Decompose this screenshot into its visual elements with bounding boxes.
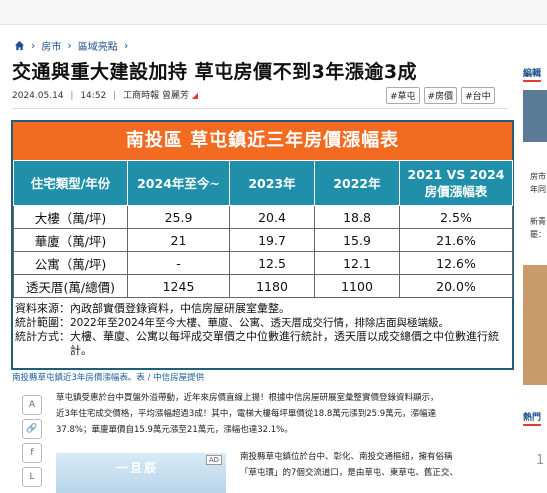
table-header-row: 住宅類型/年份 2024年至今~ 2023年 2022年 2021 VS 202… xyxy=(13,160,513,206)
note-item: 資料來源： 內政部實價登錄資料，中信房屋研展室彙整。 xyxy=(15,302,290,315)
table-cell: 1100 xyxy=(314,274,400,298)
price-table: 住宅類型/年份 2024年至今~ 2023年 2022年 2021 VS 202… xyxy=(13,160,513,298)
home-icon[interactable] xyxy=(14,40,25,51)
infographic-notes: 資料來源： 內政部實價登錄資料，中信房屋研展室彙整。 統計範圍： 2022年至202… xyxy=(13,302,512,358)
table-cell: 20.4 xyxy=(229,205,315,229)
page-title: 交通與重大建設加持 草屯房價不到3年漲逾3成 xyxy=(12,61,418,83)
table-cell: 大樓（萬/坪) xyxy=(13,205,128,229)
article-paragraph: 草屯鎮受惠於台中買盤外溢帶動，近年來房價直線上揚！根據中信房屋研展室彙整實價登錄… xyxy=(56,393,439,435)
infographic-title: 南投區 草屯鎮近三年房價漲幅表 xyxy=(13,122,512,160)
header-cell: 2023年 xyxy=(229,160,315,206)
facebook-icon[interactable]: f xyxy=(22,443,42,463)
table-cell: 21.6% xyxy=(399,228,513,252)
sidebar-ad-image[interactable] xyxy=(523,265,547,385)
sidebar-item[interactable]: 新青 罷： xyxy=(530,217,546,239)
tag-caotun[interactable]: #草屯 xyxy=(386,87,420,104)
header-cell: 2022年 xyxy=(314,160,400,206)
advertisement[interactable]: AD 一旦辰 xyxy=(56,453,226,493)
article-date: 2024.05.14 xyxy=(12,91,64,101)
table-cell: 公寓（萬/坪) xyxy=(13,251,128,275)
site-header-bar xyxy=(0,0,547,25)
sidebar-thumbnail[interactable] xyxy=(523,90,547,142)
table-row: 大樓（萬/坪) 25.9 20.4 18.8 2.5% xyxy=(13,205,513,229)
table-cell: 12.5 xyxy=(229,251,315,275)
article-paragraph-2: 南投縣草屯鎮位於台中、彰化、南投交通樞紐，擁有俗稱 「草屯環」的7個交流道口，是… xyxy=(240,452,458,478)
ad-label: AD xyxy=(205,455,222,465)
breadcrumb-item-house[interactable]: 房市 xyxy=(41,42,62,53)
table-cell: 12.6% xyxy=(399,251,513,275)
article-source[interactable]: 工商時報 xyxy=(123,91,160,101)
table-cell: 21 xyxy=(127,228,230,252)
header-cell: 住宅類型/年份 xyxy=(13,160,128,206)
chevron-right-icon: › xyxy=(31,39,36,52)
ad-logo: 一旦辰 xyxy=(116,461,159,475)
line-icon[interactable]: L xyxy=(22,467,42,487)
note-item: 統計方式： 大樓、華廈、公寓以每坪成交單價之中位數進行統計，透天厝以成交總價之中位… xyxy=(15,330,499,357)
table-row: 透天厝(萬/總價) 1245 1180 1100 20.0% xyxy=(13,274,513,298)
table-cell: 25.9 xyxy=(127,205,230,229)
sidebar-rank-number: 1 xyxy=(536,453,545,468)
article-author[interactable]: 曾麗芳 xyxy=(161,91,189,101)
table-cell: 15.9 xyxy=(314,228,400,252)
sidebar-heading-popular: 熱門 xyxy=(523,410,542,426)
header-cell: 2024年至今~ xyxy=(127,160,230,206)
table-cell: 1180 xyxy=(229,274,315,298)
table-cell: 19.7 xyxy=(229,228,315,252)
font-size-icon[interactable]: A xyxy=(22,395,42,415)
divider xyxy=(12,108,509,109)
chevron-right-icon: › xyxy=(67,39,72,52)
article-meta: 2024.05.14 | 14:52 | 工商時報 曾麗芳 ◢ xyxy=(12,91,198,101)
table-cell: 2.5% xyxy=(399,205,513,229)
table-cell: 20.0% xyxy=(399,274,513,298)
chevron-right-icon: › xyxy=(123,39,129,52)
table-cell: 18.8 xyxy=(314,205,400,229)
table-cell: - xyxy=(127,251,230,275)
sidebar-item[interactable]: 房市 年同 xyxy=(530,172,546,194)
breadcrumb: › 房市 › 區域亮點 › xyxy=(14,38,128,53)
tag-housing-price[interactable]: #房價 xyxy=(423,87,458,104)
note-item: 統計範圍： 2022年至2024年至今大樓、華廈、公寓、透天厝成交行情，排除店面與… xyxy=(15,316,449,329)
table-cell: 1245 xyxy=(127,274,230,298)
table-cell: 透天厝(萬/總價) xyxy=(13,274,128,298)
table-row: 華廈（萬/坪) 21 19.7 15.9 21.6% xyxy=(13,228,513,252)
link-icon[interactable]: 🔗 xyxy=(22,419,42,439)
image-caption: 南投縣草屯鎮近3年房價漲幅表。表 / 中信房屋提供 xyxy=(12,373,205,383)
table-cell: 12.1 xyxy=(314,251,400,275)
table-cell: 華廈（萬/坪) xyxy=(13,228,128,252)
tag-taichung[interactable]: #台中 xyxy=(461,87,495,104)
author-icon: ◢ xyxy=(191,91,198,100)
table-row: 公寓（萬/坪) - 12.5 12.1 12.6% xyxy=(13,251,513,275)
header-cell: 2021 VS 2024 房價漲幅表 xyxy=(399,160,513,206)
price-infographic: 南投區 草屯鎮近三年房價漲幅表 住宅類型/年份 2024年至今~ 2023年 2… xyxy=(11,120,514,370)
breadcrumb-item-region[interactable]: 區域亮點 xyxy=(77,42,118,53)
article-time: 14:52 xyxy=(80,91,107,101)
sidebar-heading-editor: 編輯 xyxy=(523,66,542,82)
tag-list: #草屯 #房價 #台中 xyxy=(386,87,495,104)
